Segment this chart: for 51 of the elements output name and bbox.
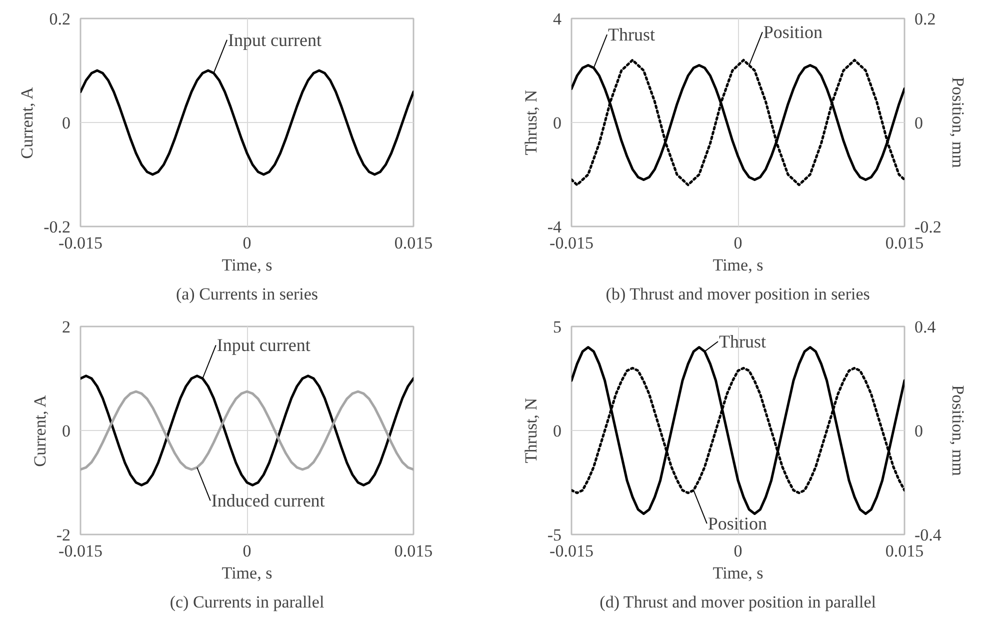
y2-tick-label: 0.2 bbox=[914, 10, 936, 28]
y-tick-label: 0 bbox=[553, 422, 562, 440]
x-tick-label: 0.015 bbox=[394, 542, 433, 560]
x-tick-label: -0.015 bbox=[550, 234, 594, 252]
y2-tick-label: 0.4 bbox=[914, 318, 936, 336]
y2-tick-label: -0.2 bbox=[914, 218, 942, 236]
y-axis-title: Current, A bbox=[30, 394, 50, 467]
y-tick-label: 0.2 bbox=[49, 10, 70, 28]
y-tick-label: -5 bbox=[547, 526, 562, 544]
x-axis-title: Time, s bbox=[712, 256, 764, 274]
x-tick-label: 0.015 bbox=[394, 234, 433, 252]
y-tick-label: 0 bbox=[553, 114, 562, 132]
series-label: Position bbox=[763, 22, 822, 42]
y2-axis-title: Position, mm bbox=[948, 77, 968, 168]
y-tick-label: 5 bbox=[553, 318, 562, 336]
y-tick-label: -4 bbox=[547, 218, 562, 236]
x-tick-label: 0 bbox=[734, 234, 742, 252]
x-tick-label: 0.015 bbox=[885, 542, 924, 560]
y-axis-title: Thrust, N bbox=[521, 90, 540, 156]
text: (a) Currents in series bbox=[176, 284, 318, 304]
y-axis-title: Thrust, N bbox=[521, 398, 540, 464]
x-axis-title: Time, s bbox=[712, 564, 764, 582]
x-tick-label: -0.015 bbox=[58, 234, 102, 252]
x-tick-label: 0.015 bbox=[885, 234, 924, 252]
y2-tick-label: 0 bbox=[914, 422, 923, 440]
y2-tick-label: 0 bbox=[914, 114, 923, 132]
y-tick-label: 0 bbox=[62, 114, 70, 132]
y-tick-label: -0.2 bbox=[44, 218, 71, 236]
y-tick-label: 2 bbox=[62, 318, 70, 336]
series-label: Thrust bbox=[608, 24, 656, 45]
y2-tick-label: -0.4 bbox=[914, 526, 942, 544]
x-tick-label: 0 bbox=[734, 542, 742, 560]
y-tick-label: 4 bbox=[553, 10, 562, 28]
series-label: Input current bbox=[228, 30, 322, 50]
y-tick-label: 0 bbox=[62, 422, 70, 440]
x-tick-label: 0 bbox=[242, 234, 252, 252]
y-axis-title: Current, A bbox=[18, 86, 37, 159]
x-axis-title: Time, s bbox=[222, 564, 272, 582]
x-tick-label: -0.015 bbox=[58, 542, 102, 560]
y-tick-label: -2 bbox=[56, 526, 71, 544]
series-label: Position bbox=[708, 514, 767, 534]
text: (d) Thrust and mover position in parallel bbox=[600, 592, 876, 612]
series-label: Input current bbox=[216, 335, 310, 356]
y2-axis-title: Position, mm bbox=[948, 385, 968, 476]
x-tick-label: 0 bbox=[242, 542, 252, 560]
x-tick-label: -0.015 bbox=[550, 542, 594, 560]
legend-label: Thrust bbox=[719, 331, 766, 352]
text: (b) Thrust and mover position in series bbox=[606, 284, 870, 304]
text: (c) Currents in parallel bbox=[170, 592, 324, 612]
x-axis-title: Time, s bbox=[222, 256, 272, 274]
series-label: Induced current bbox=[211, 490, 325, 511]
